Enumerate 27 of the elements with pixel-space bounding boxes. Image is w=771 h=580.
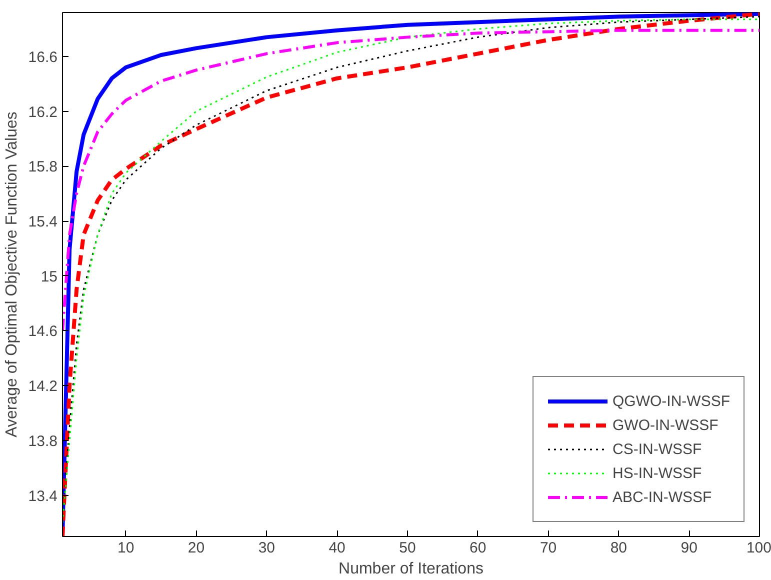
x-tick-label: 60	[470, 540, 486, 556]
x-tick-label: 80	[610, 540, 628, 556]
y-tick-label: 14.2	[28, 378, 58, 396]
x-tick-label: 20	[188, 540, 205, 556]
x-tick-label: 100	[746, 540, 771, 556]
y-tick-label: 15	[40, 268, 58, 286]
y-tick-label: 15.8	[28, 158, 58, 176]
y-axis-title: Average of Optimal Objective Function Values	[3, 112, 20, 438]
line-series	[62, 28, 760, 332]
y-tick-label: 15.4	[28, 214, 58, 231]
y-tick-label: 16.6	[28, 48, 58, 66]
x-axis-title: Number of Iterations	[338, 560, 484, 578]
legend-label: GWO-IN-WSSF	[612, 416, 718, 434]
x-tick-label: 40	[328, 540, 346, 556]
x-tick-label: 10	[118, 540, 134, 556]
x-tick-label: 90	[680, 540, 698, 556]
x-tick-label: 70	[540, 540, 557, 556]
y-tick-label: 14.6	[28, 323, 58, 340]
y-tick-label: 13.4	[28, 488, 58, 505]
legend-label: QGWO-IN-WSSF	[612, 392, 730, 410]
y-tick-label: 13.8	[28, 432, 58, 450]
legend-label: ABC-IN-WSSF	[612, 488, 712, 506]
x-tick-label: 30	[258, 540, 276, 556]
legend-label: CS-IN-WSSF	[612, 440, 702, 458]
legend-label: HS-IN-WSSF	[612, 464, 702, 482]
x-tick-label: 50	[399, 540, 416, 556]
y-tick-label: 16.2	[28, 104, 58, 121]
